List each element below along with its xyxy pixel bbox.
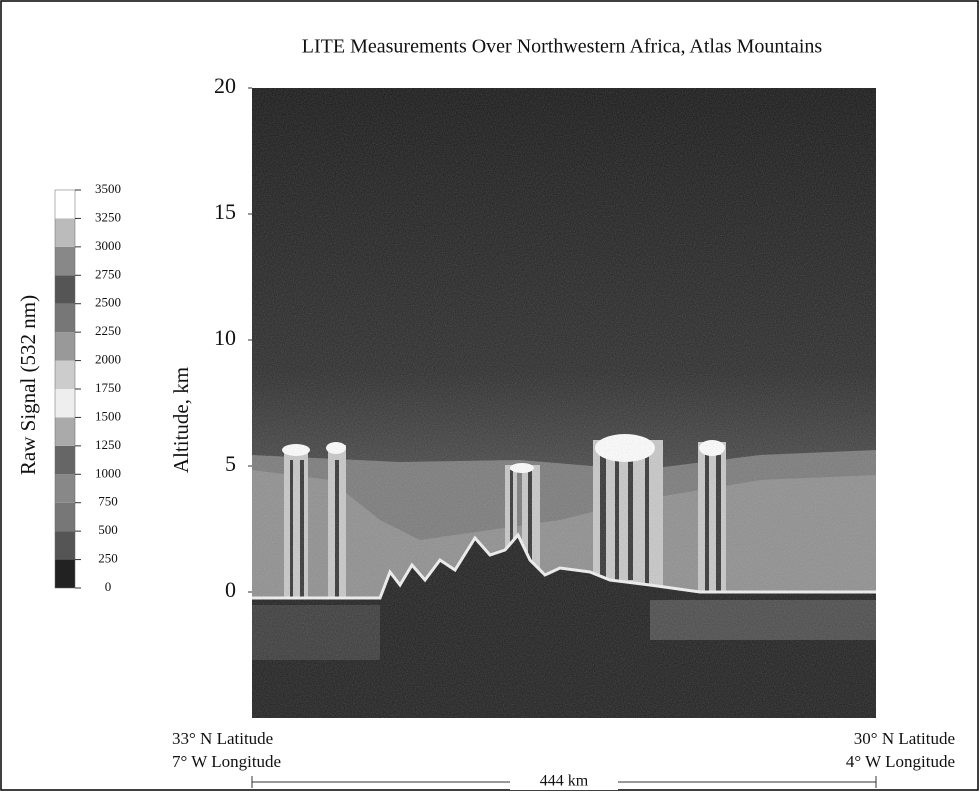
colorbar-band [55,190,75,218]
colorbar-tick-label: 1250 [95,437,121,452]
colorbar-tick-label: 3000 [95,238,121,253]
colorbar-band [55,361,75,389]
y-tick-label: 15 [214,199,236,224]
y-tick-label: 5 [225,451,236,476]
x-end-label: 4° W Longitude [846,752,955,771]
colorbar-band [55,474,75,502]
distance-label: 444 km [540,773,589,790]
colorbar-tick-label: 1750 [95,380,121,395]
y-tick-label: 0 [225,577,236,602]
colorbar-tick-label: 250 [98,551,118,566]
colorbar-band [55,275,75,303]
colorbar-band [55,332,75,360]
colorbar-tick-label: 2250 [95,323,121,338]
colorbar-band [55,503,75,531]
colorbar-tick-label: 1000 [95,465,121,480]
distance-scale: 444 km [252,772,876,790]
colorbar-tick-label: 2000 [95,352,121,367]
colorbar-band [55,446,75,474]
colorbar-tick-label: 2500 [95,295,121,310]
x-start-label: 7° W Longitude [172,752,281,771]
x-end-label: 30° N Latitude [854,729,955,748]
colorbar-tick-label: 2750 [95,266,121,281]
colorbar-band [55,560,75,588]
colorbar-band [55,531,75,559]
y-tick-label: 20 [214,73,236,98]
colorbar-tick-label: 1500 [95,408,121,423]
colorbar-tick-label: 500 [98,522,118,537]
colorbar-band [55,417,75,445]
colorbar-tick-label: 750 [98,494,118,509]
colorbar-tick-label: 3250 [95,209,121,224]
colorbar-band [55,389,75,417]
colorbar-band [55,218,75,246]
colorbar-label: Raw Signal (532 nm) [16,295,40,475]
colorbar-band [55,247,75,275]
colorbar-tick-label: 3500 [95,181,121,196]
figure: LITE Measurements Over Northwestern Afri… [0,0,980,791]
y-axis-label: Altitude, km [169,367,193,473]
chart-title: LITE Measurements Over Northwestern Afri… [302,36,823,58]
x-start-label: 33° N Latitude [172,729,273,748]
colorbar-tick-label: 0 [105,579,112,594]
y-tick-label: 10 [214,325,236,350]
lidar-image [252,88,876,718]
colorbar-band [55,304,75,332]
